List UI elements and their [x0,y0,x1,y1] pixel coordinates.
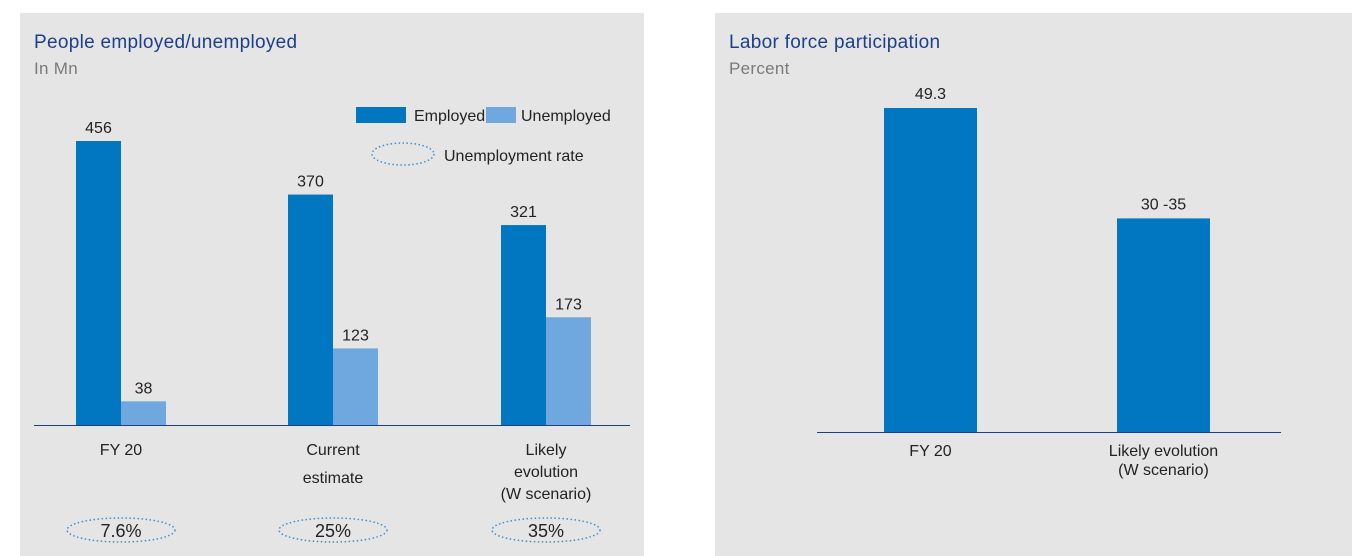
category-label: Current [306,442,360,459]
employment-chart-subtitle: In Mn [34,59,79,78]
category-label: FY 20 [100,442,143,459]
bar-value-label: 456 [85,120,112,137]
bar-value-label: 321 [510,204,537,221]
legend-rate-ellipse [371,142,435,166]
rate-value-label: 35% [528,521,564,541]
category-label: (W scenario) [501,486,592,503]
category-label: evolution [514,464,578,481]
employment-chart-title: People employed/unemployed [34,32,298,53]
bar-value-label: 370 [297,174,324,191]
bar-participation [1117,218,1210,432]
bar-value-label: 123 [342,327,369,344]
participation-chart-subtitle: Percent [729,59,790,78]
category-label: (W scenario) [1118,462,1209,479]
rate-value-label: 25% [315,521,351,541]
rate-ellipse [278,517,388,543]
rate-ellipse [66,517,176,543]
bar-unemployed [546,317,591,425]
legend-label-employed: Employed [414,108,485,125]
legend-swatch-employed [356,107,406,123]
bar-unemployed [121,401,166,425]
rate-ellipse [491,517,601,543]
bar-unemployed [333,348,378,425]
legend-label-rate: Unemployment rate [444,148,584,165]
bar-value-label: 30 -35 [1141,196,1186,213]
bar-value-label: 49.3 [915,86,946,103]
legend-swatch-unemployed [486,107,516,123]
employment-chart-panel: People employed/unemployed In Mn Employe… [20,13,644,556]
bar-employed [288,194,333,425]
legend-label-unemployed: Unemployed [521,108,611,125]
rate-value-label: 7.6% [100,521,141,541]
participation-chart-panel: Labor force participation Percent 49.3 30… [715,13,1352,556]
participation-chart-title: Labor force participation [729,32,941,53]
employment-chart-svg: Employed Unemployed Unemployment rate 456 37… [34,107,630,543]
category-label: FY 20 [909,443,952,460]
participation-chart-svg: 49.3 30 -35 FY 20 Likely evolution (W scenar… [817,86,1281,479]
bar-value-label: 173 [555,296,582,313]
category-label: Likely evolution [1109,443,1218,460]
category-label: Likely [526,442,567,459]
bar-employed [76,141,121,425]
bar-employed [501,225,546,425]
bar-value-label: 38 [135,380,153,397]
category-label: estimate [303,470,364,487]
bar-participation [884,108,977,432]
